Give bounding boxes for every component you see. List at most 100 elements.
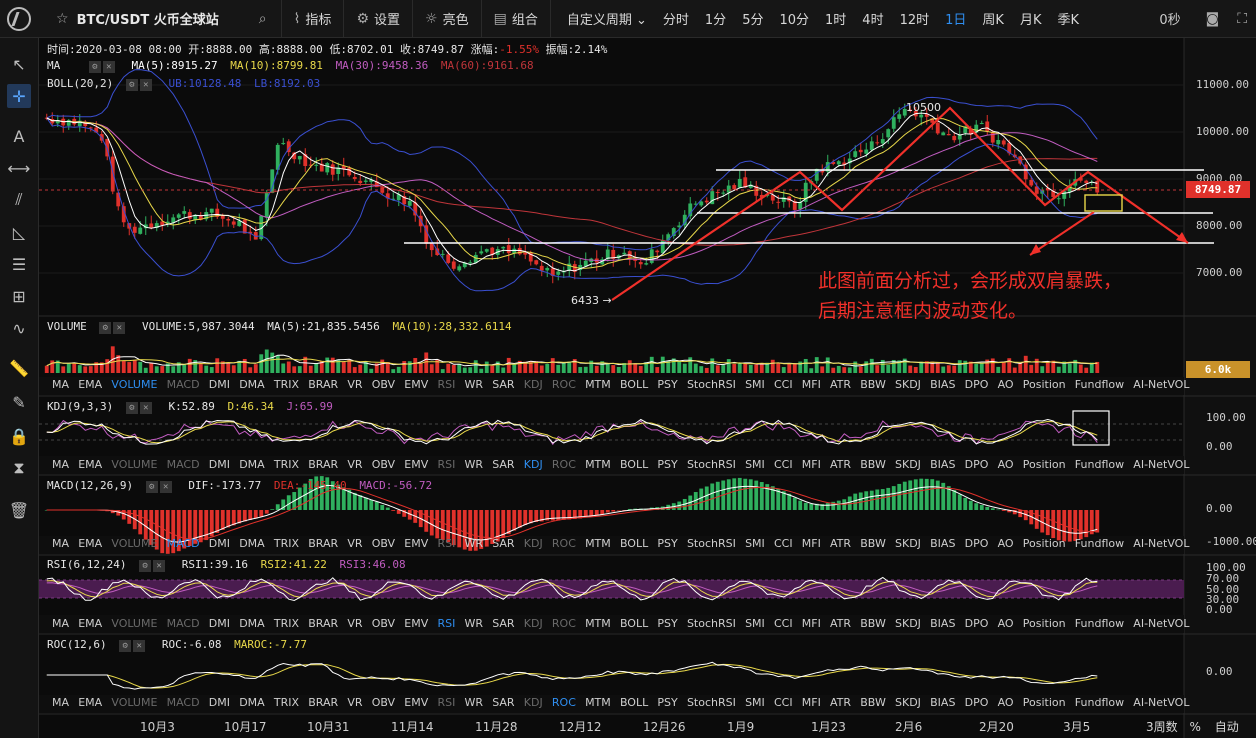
tab-sar[interactable]: SAR [492,378,515,391]
tab-dpo[interactable]: DPO [964,537,989,550]
tab-vr[interactable]: VR [347,617,363,630]
period-2[interactable]: 5分 [742,13,764,28]
tab-stochrsi[interactable]: StochRSI [686,458,736,471]
tab-psy[interactable]: PSY [657,696,678,709]
tab-rsi[interactable]: RSI [437,617,456,630]
tab-cci[interactable]: CCI [773,617,793,630]
volume-close-icon[interactable]: ✕ [113,322,126,334]
settings-button[interactable]: ⚙ 设置 [344,0,414,37]
tab-atr[interactable]: ATR [830,537,852,550]
tab-emv[interactable]: EMV [404,617,429,630]
tab-volume[interactable]: VOLUME [111,378,158,391]
tab-psy[interactable]: PSY [657,617,678,630]
tab-dpo[interactable]: DPO [964,378,989,391]
tab-boll[interactable]: BOLL [619,458,649,471]
roc-close-icon[interactable]: ✕ [133,640,146,652]
tab-macd[interactable]: MACD [166,537,200,550]
tab-sar[interactable]: SAR [492,696,515,709]
pencil-icon[interactable]: ✎ [12,392,26,412]
tab-ao[interactable]: AO [997,696,1014,709]
tab-position[interactable]: Position [1022,378,1066,391]
tab-bias[interactable]: BIAS [930,458,956,471]
tab-ema[interactable]: EMA [78,378,103,391]
tab-ao[interactable]: AO [997,378,1014,391]
grid-icon[interactable]: ⊞ [12,286,26,306]
tab-mfi[interactable]: MFI [801,458,821,471]
tab-stochrsi[interactable]: StochRSI [686,537,736,550]
trash-icon[interactable]: 🗑 [8,500,30,520]
tab-volume[interactable]: VOLUME [111,537,158,550]
tab-ma[interactable]: MA [52,617,70,630]
parallel-lines-icon[interactable]: ⫽ [15,190,23,209]
tab-fundflow[interactable]: Fundflow [1074,537,1125,550]
tab-skdj[interactable]: SKDJ [895,696,921,709]
tab-mfi[interactable]: MFI [801,378,821,391]
period-7[interactable]: 1日 [945,13,967,28]
tab-boll[interactable]: BOLL [619,617,649,630]
tab-roc[interactable]: ROC [551,458,576,471]
period-6[interactable]: 12时 [899,13,930,28]
screenshot-icon[interactable]: ◙ [1205,10,1220,27]
tab-fundflow[interactable]: Fundflow [1074,696,1125,709]
tab-mfi[interactable]: MFI [801,537,821,550]
tab-trix[interactable]: TRIX [273,458,300,471]
tab-roc[interactable]: ROC [551,378,576,391]
tab-obv[interactable]: OBV [371,537,396,550]
tab-bias[interactable]: BIAS [930,696,956,709]
tab-ai-netvol[interactable]: AI-NetVOL [1133,617,1190,630]
tab-wr[interactable]: WR [464,537,484,550]
tab-mtm[interactable]: MTM [585,617,611,630]
tab-emv[interactable]: EMV [404,537,429,550]
roc-settings-icon[interactable]: ⚙ [119,640,132,652]
tab-vr[interactable]: VR [347,696,363,709]
period-9[interactable]: 月K [1019,13,1042,28]
tab-ma[interactable]: MA [52,537,70,550]
tab-vr[interactable]: VR [347,537,363,550]
tab-stochrsi[interactable]: StochRSI [686,378,736,391]
weeks-count[interactable]: 3周数 [1146,720,1178,734]
tab-ma[interactable]: MA [52,378,70,391]
search-icon[interactable]: ⌕ [258,10,267,27]
tab-cci[interactable]: CCI [773,458,793,471]
tab-brar[interactable]: BRAR [308,537,339,550]
tab-roc[interactable]: ROC [551,696,576,709]
tab-obv[interactable]: OBV [371,696,396,709]
macd-close-icon[interactable]: ✕ [159,481,172,493]
tab-bbw[interactable]: BBW [860,696,886,709]
tab-macd[interactable]: MACD [166,617,200,630]
tab-stochrsi[interactable]: StochRSI [686,617,736,630]
tab-psy[interactable]: PSY [657,458,678,471]
tab-bias[interactable]: BIAS [930,537,956,550]
tab-kdj[interactable]: KDJ [523,378,543,391]
tab-trix[interactable]: TRIX [273,537,300,550]
tab-mtm[interactable]: MTM [585,696,611,709]
tab-bias[interactable]: BIAS [930,378,956,391]
lock-icon[interactable]: 🔒 [9,426,29,446]
tab-mfi[interactable]: MFI [801,696,821,709]
tab-dmi[interactable]: DMI [208,458,230,471]
tab-dmi[interactable]: DMI [208,537,230,550]
tab-ao[interactable]: AO [997,537,1014,550]
tab-ai-netvol[interactable]: AI-NetVOL [1133,696,1190,709]
ma-close-icon[interactable]: ✕ [102,61,115,73]
period-5[interactable]: 4时 [862,13,884,28]
tab-dmi[interactable]: DMI [208,617,230,630]
tab-ai-netvol[interactable]: AI-NetVOL [1133,537,1190,550]
period-3[interactable]: 10分 [779,13,810,28]
tab-psy[interactable]: PSY [657,378,678,391]
tab-obv[interactable]: OBV [371,458,396,471]
tab-boll[interactable]: BOLL [619,537,649,550]
tab-cci[interactable]: CCI [773,378,793,391]
tab-rsi[interactable]: RSI [437,378,456,391]
tab-atr[interactable]: ATR [830,696,852,709]
tab-dpo[interactable]: DPO [964,617,989,630]
tab-brar[interactable]: BRAR [308,458,339,471]
indicator-button[interactable]: ⌇ 指标 [282,0,345,37]
tab-ai-netvol[interactable]: AI-NetVOL [1133,378,1190,391]
tab-rsi[interactable]: RSI [437,537,456,550]
rsi-settings-icon[interactable]: ⚙ [139,560,152,572]
period-0[interactable]: 分时 [662,13,689,28]
tab-smi[interactable]: SMI [745,458,765,471]
tab-bbw[interactable]: BBW [860,458,886,471]
tab-boll[interactable]: BOLL [619,696,649,709]
